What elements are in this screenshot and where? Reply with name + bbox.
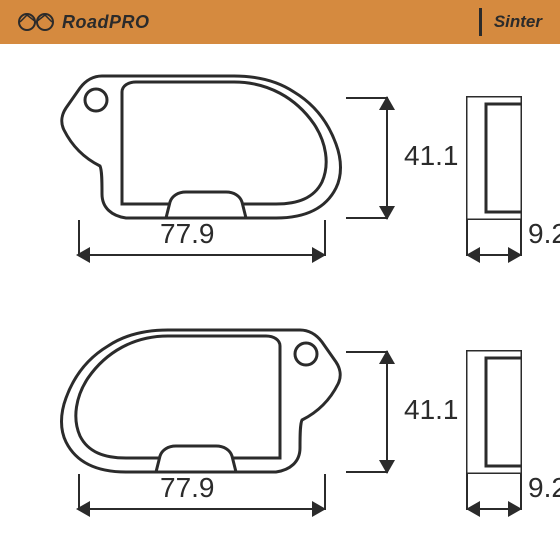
pad-group: 77.941.19.2 — [20, 70, 540, 290]
dimension-thickness-arrow — [468, 508, 520, 510]
dimension-height-label: 41.1 — [404, 394, 459, 426]
dimension-width-arrow — [78, 508, 324, 510]
dimension-height-arrow — [386, 98, 388, 218]
pad-group: 77.941.19.2 — [20, 324, 540, 544]
header-bar: RoadPRO Sinter — [0, 0, 560, 44]
dimension-width-arrow — [78, 254, 324, 256]
brand: RoadPRO — [18, 12, 150, 33]
dimension-height-label: 41.1 — [404, 140, 459, 172]
header-right: Sinter — [479, 8, 542, 36]
brand-logo-icon — [18, 12, 54, 32]
brake-pad-side-icon — [466, 350, 522, 474]
dimension-thickness-label: 9.2 — [528, 472, 560, 504]
brand-name: RoadPRO — [62, 12, 150, 33]
diagram-area: 77.9 41.1 9.2 77.9 41.1 9.2 — [0, 44, 560, 560]
header-separator — [479, 8, 482, 36]
dimension-thickness-arrow — [468, 254, 520, 256]
dimension-width-label: 77.9 — [160, 472, 215, 504]
brake-pad-side-icon — [466, 96, 522, 220]
brake-pad-front-icon — [58, 324, 344, 474]
product-type: Sinter — [494, 12, 542, 32]
brake-pad-front-icon — [58, 70, 344, 220]
dimension-height-arrow — [386, 352, 388, 472]
dimension-width-label: 77.9 — [160, 218, 215, 250]
dimension-thickness-label: 9.2 — [528, 218, 560, 250]
